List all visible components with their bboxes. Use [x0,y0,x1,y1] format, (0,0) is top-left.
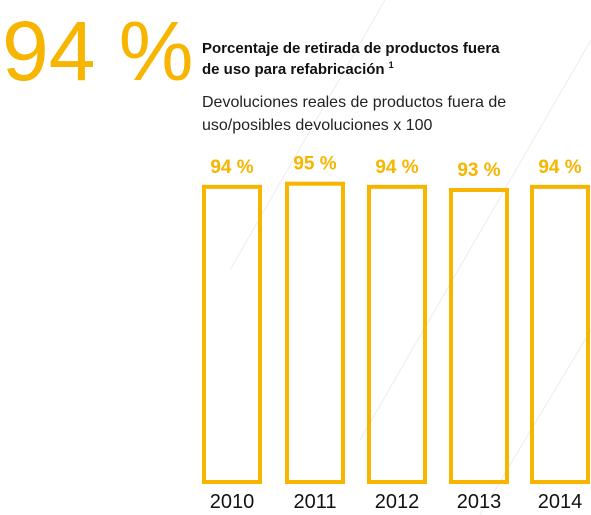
x-tick-label: 2013 [457,491,502,513]
background-decoration [229,0,591,515]
x-tick-label: 2014 [538,491,583,513]
title-line: Porcentaje de retirada de productos fuer… [202,40,500,57]
value-label: 94 % [538,157,581,178]
footnote-mark: 1 [389,60,394,70]
x-tick-label: 2012 [375,491,420,513]
decor-line [479,329,591,515]
value-label: 94 % [210,157,253,178]
x-tick-label: 2011 [293,491,336,513]
title-text: de uso para refabricación [202,61,385,78]
subtitle-line: uso/posibles devoluciones x 100 [202,117,432,134]
decor-line [359,39,591,441]
bar [530,184,590,484]
value-label: 94 % [375,157,418,178]
bar [367,184,427,484]
value-label: 95 % [293,154,336,175]
bar [202,184,262,484]
headline: 94 % [2,4,193,98]
bar [285,181,345,484]
value-label: 93 % [457,160,500,181]
x-tick-label: 2010 [210,491,255,513]
decor-line [229,0,386,271]
bar [449,187,509,484]
subtitle-line: Devoluciones reales de productos fuera d… [202,94,506,111]
title-line: de uso para refabricación 1 [202,60,394,78]
